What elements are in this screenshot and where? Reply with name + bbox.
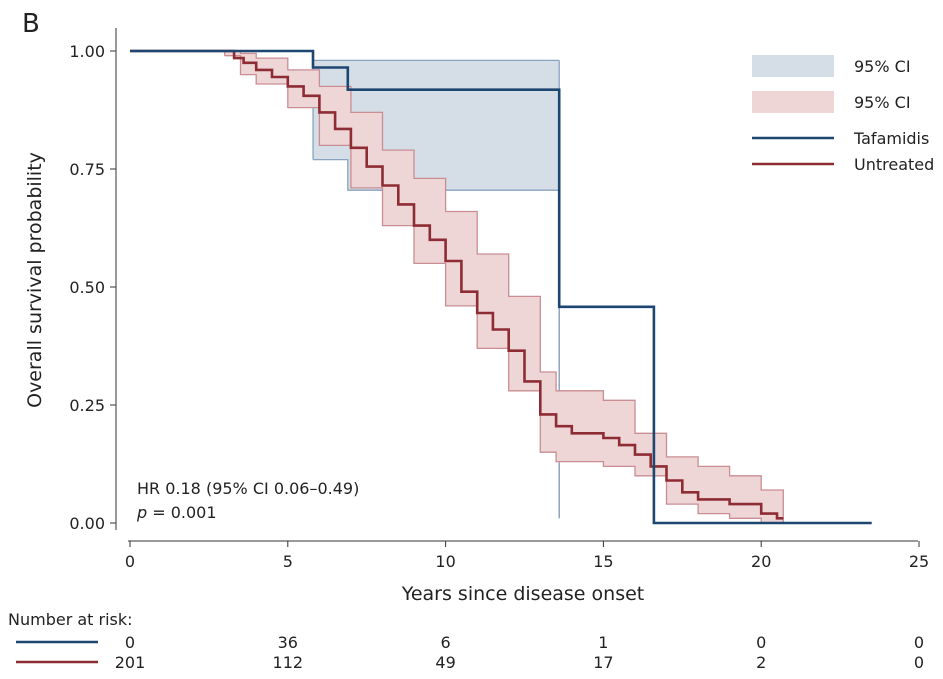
- legend: 95% CI 95% CI Tafamidis Untreated: [752, 55, 934, 174]
- hazard-ratio-text: HR 0.18 (95% CI 0.06–0.49): [137, 479, 359, 498]
- axes: 0.00 0.25 0.50 0.75 1.00 0 5 10 15 20 25: [69, 28, 929, 571]
- y-axis-title: Overall survival probability: [24, 152, 46, 408]
- untreated-legend-band-swatch: [752, 91, 834, 113]
- tafamidis-legend-label: Tafamidis: [853, 129, 929, 148]
- untreated-risk-count: 49: [435, 653, 455, 672]
- y-tick-label: 0.75: [69, 160, 105, 179]
- y-tick-label: 1.00: [69, 42, 105, 61]
- untreated-legend-label: Untreated: [854, 155, 934, 174]
- tafamidis-legend-band-swatch: [752, 55, 834, 77]
- untreated-risk-count: 17: [593, 653, 613, 672]
- y-tick-label: 0.25: [69, 396, 105, 415]
- y-tick-label: 0.50: [69, 278, 105, 297]
- tafamidis-survival-line: [130, 49, 872, 525]
- untreated-risk-count: 112: [273, 653, 304, 672]
- y-ticks: 0.00 0.25 0.50 0.75 1.00: [69, 42, 116, 533]
- untreated-legend-label: 95% CI: [854, 93, 911, 112]
- tafamidis-legend-label: 95% CI: [854, 57, 911, 76]
- survival-curves: [130, 49, 872, 525]
- x-ticks: 0 5 10 15 20 25: [125, 541, 929, 571]
- p-label: p: [136, 503, 147, 522]
- x-axis-title: Years since disease onset: [401, 583, 644, 605]
- x-tick-label: 20: [751, 552, 771, 571]
- untreated-risk-count: 201: [115, 653, 146, 672]
- x-tick-label: 5: [283, 552, 293, 571]
- tafamidis-risk-count: 0: [914, 633, 924, 652]
- untreated-survival-line: [130, 49, 784, 520]
- untreated-ci-lower-edge: [224, 55, 784, 524]
- untreated-risk-count: 2: [756, 653, 766, 672]
- tafamidis-risk-count: 6: [441, 633, 451, 652]
- tafamidis-risk-count: 1: [598, 633, 608, 652]
- untreated-ci-upper-edge: [224, 50, 784, 495]
- untreated-ci-band: [224, 51, 784, 523]
- p-value: = 0.001: [147, 503, 216, 522]
- tafamidis-risk-count: 36: [278, 633, 298, 652]
- ci-bands: [224, 50, 784, 524]
- x-tick-label: 10: [435, 552, 455, 571]
- tafamidis-risk-count: 0: [756, 633, 766, 652]
- y-tick-label: 0.00: [69, 514, 105, 533]
- x-tick-label: 15: [593, 552, 613, 571]
- x-tick-label: 25: [909, 552, 929, 571]
- x-tick-label: 0: [125, 552, 135, 571]
- panel-label: B: [22, 9, 40, 39]
- tafamidis-risk-count: 0: [125, 633, 135, 652]
- risk-table-title: Number at risk:: [8, 610, 133, 629]
- untreated-risk-count: 0: [914, 653, 924, 672]
- p-value-text: p = 0.001: [136, 503, 217, 522]
